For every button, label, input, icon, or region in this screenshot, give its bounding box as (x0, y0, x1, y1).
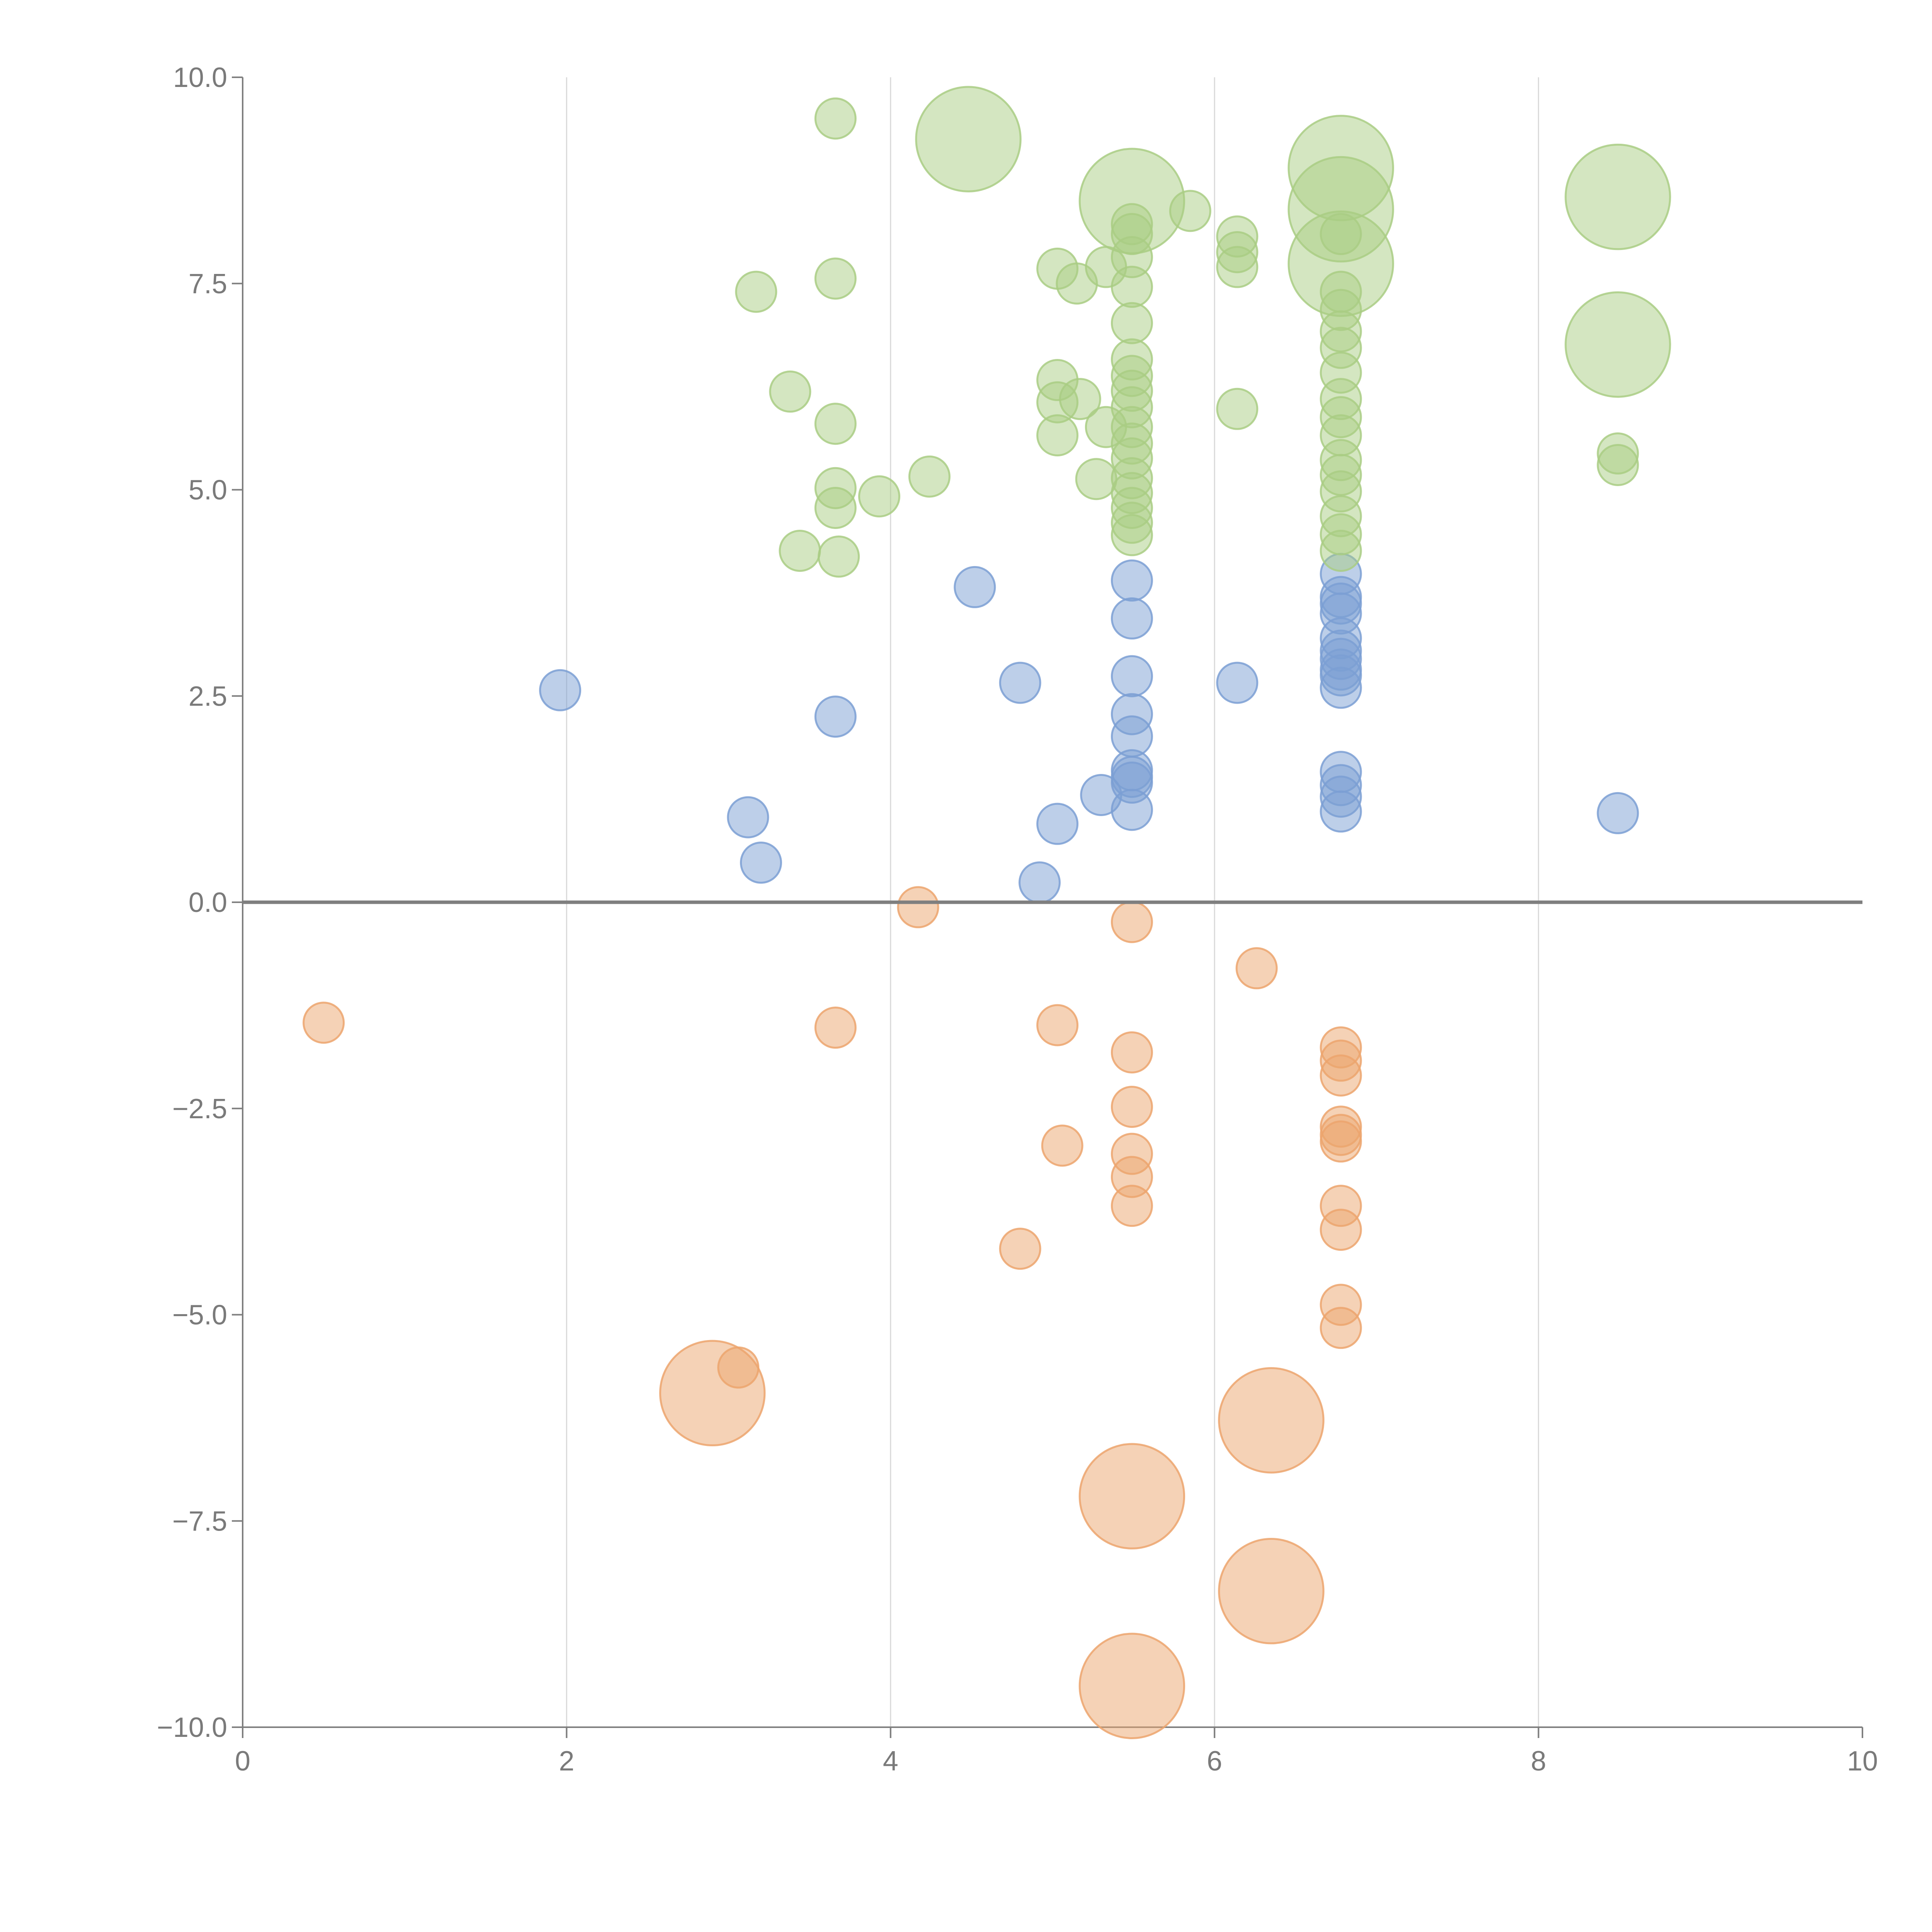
data-point-blue-32 (1320, 790, 1362, 833)
data-point-green-65 (1597, 444, 1639, 486)
data-point-green-39 (1169, 190, 1211, 232)
x-tick-label-5: 10 (1847, 1746, 1878, 1777)
x-tick-label-3: 6 (1207, 1746, 1222, 1777)
data-point-green-42 (1216, 246, 1259, 288)
data-point-green-10 (858, 475, 900, 518)
data-point-blue-4 (954, 566, 996, 608)
data-point-green-4 (769, 370, 811, 413)
data-point-orange-3 (1036, 1004, 1079, 1046)
data-point-blue-33 (1597, 792, 1639, 834)
x-tick-label-0: 0 (235, 1746, 250, 1777)
data-point-green-11 (908, 455, 951, 498)
data-point-green-47 (1320, 213, 1362, 255)
data-point-orange-15 (1320, 1054, 1362, 1097)
data-point-blue-10 (1111, 597, 1153, 640)
x-tick-label-4: 8 (1531, 1746, 1546, 1777)
data-point-orange-26 (1078, 1443, 1185, 1549)
data-point-green-17 (1059, 378, 1101, 420)
data-point-green-2 (735, 270, 777, 313)
data-point-blue-9 (1111, 559, 1153, 602)
data-point-blue-1 (727, 796, 769, 838)
data-point-blue-6 (1018, 861, 1061, 904)
y-tick-label-5: −2.5 (172, 1094, 227, 1124)
data-point-green-25 (1111, 265, 1153, 308)
data-point-orange-28 (1078, 1633, 1185, 1739)
x-tick-label-1: 2 (559, 1746, 574, 1777)
data-point-orange-12 (1235, 947, 1278, 990)
data-point-blue-7 (1036, 803, 1079, 845)
data-point-blue-11 (1111, 655, 1153, 697)
y-tick-label-6: −5.0 (172, 1300, 227, 1331)
data-point-blue-3 (814, 696, 857, 738)
data-point-blue-28 (1320, 667, 1362, 709)
data-point-orange-1 (814, 1007, 857, 1049)
data-point-orange-18 (1320, 1120, 1362, 1163)
data-point-blue-18 (1216, 662, 1259, 704)
data-point-green-43 (1216, 388, 1259, 430)
data-point-green-38 (1111, 514, 1153, 556)
data-point-green-7 (814, 486, 857, 529)
data-point-orange-7 (1111, 1031, 1153, 1074)
y-tick-label-8: −10.0 (157, 1712, 227, 1743)
data-point-green-5 (814, 403, 857, 445)
data-point-orange-25 (1218, 1367, 1325, 1474)
data-point-green-26 (1111, 302, 1153, 344)
y-tick-label-2: 5.0 (189, 475, 227, 506)
data-point-green-3 (814, 257, 857, 300)
y-tick-label-7: −7.5 (172, 1506, 227, 1537)
points-layer (243, 86, 1862, 1739)
data-point-green-8 (779, 529, 821, 572)
y-tick-label-4: 0.0 (189, 887, 227, 918)
data-point-orange-24 (659, 1340, 766, 1447)
data-point-green-62 (1565, 143, 1671, 250)
data-point-orange-11 (1111, 1185, 1153, 1227)
data-point-orange-2 (897, 886, 939, 929)
data-point-blue-0 (539, 669, 582, 711)
data-point-green-63 (1565, 291, 1671, 398)
x-tick-label-2: 4 (883, 1746, 898, 1777)
y-tick-label-1: 7.5 (189, 269, 227, 299)
data-point-orange-0 (303, 1002, 345, 1044)
data-point-orange-27 (1218, 1538, 1325, 1645)
data-point-blue-17 (1111, 789, 1153, 831)
data-point-green-1 (915, 86, 1022, 192)
data-point-orange-22 (1320, 1307, 1362, 1349)
data-point-orange-8 (1111, 1085, 1153, 1128)
data-point-blue-2 (740, 842, 782, 884)
data-point-orange-6 (1111, 901, 1153, 943)
y-tick-label-3: 2.5 (189, 681, 227, 712)
data-point-green-0 (814, 97, 857, 140)
data-point-green-61 (1320, 529, 1362, 572)
data-point-orange-4 (1041, 1124, 1083, 1167)
data-point-orange-20 (1320, 1209, 1362, 1251)
data-point-orange-5 (999, 1228, 1041, 1270)
data-point-green-18 (1036, 414, 1079, 457)
y-tick-label-0: 10.0 (173, 62, 227, 93)
data-point-blue-5 (999, 662, 1041, 704)
data-point-green-9 (818, 535, 860, 578)
data-point-green-20 (1075, 458, 1117, 500)
